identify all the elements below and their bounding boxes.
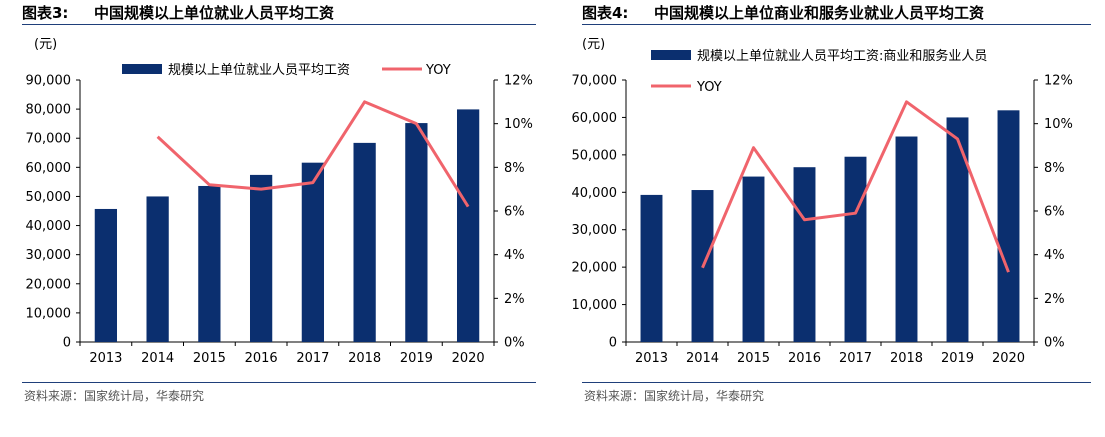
left-tick-label: 40,000 [572,186,618,201]
right-tick-label: 0% [504,336,525,351]
left-tick-label: 30,000 [572,223,618,238]
right-tick-label: 6% [504,205,525,220]
top-divider [582,24,1091,25]
right-tick-label: 2% [504,292,525,307]
chart-panel-right: 图表4: 中国规模以上单位商业和服务业就业人员平均工资 (元) 0 10,000 20,… [560,0,1105,437]
bar [249,174,273,342]
left-tick-label: 40,000 [26,219,72,234]
bar [94,208,118,342]
source-note: 资料来源：国家统计局，华泰研究 [584,389,765,403]
figure-label: 图表4: [582,4,629,22]
legend-label: YOY [696,80,722,95]
x-tick-label: 2019 [941,351,974,366]
left-tick-label: 60,000 [572,111,618,126]
bottom-divider [22,382,536,383]
left-tick-label: 10,000 [572,298,618,313]
left-tick-label: 30,000 [26,248,72,263]
left-tick-label: 50,000 [572,148,618,163]
bottom-divider [582,382,1091,383]
left-tick-label: 70,000 [26,132,72,147]
chart-panel-left: 图表3: 中国规模以上单位就业人员平均工资 (元) 0 10,000 20,000 30,… [0,0,550,437]
bar [301,162,325,342]
figure-title-text: 中国规模以上单位商业和服务业就业人员平均工资 [654,4,985,22]
unit-label: (元) [582,37,605,52]
legend-label: YOY [425,63,451,78]
left-tick-label: 90,000 [26,74,72,89]
bar [456,109,480,342]
bar [742,176,765,342]
yoy-line [156,100,470,208]
right-tick-label: 10% [1044,117,1073,132]
bar [946,117,969,342]
left-tick-label: 80,000 [26,103,72,118]
right-tick-label: 12% [1044,74,1073,89]
legend-label: 规模以上单位就业人员平均工资 [168,63,350,78]
left-tick-label: 10,000 [26,306,72,321]
left-tick-label: 50,000 [26,190,72,205]
figure-title-text: 中国规模以上单位就业人员平均工资 [94,4,335,22]
right-tick-label: 12% [504,74,533,89]
source-note: 资料来源：国家统计局，华泰研究 [24,389,205,403]
right-tick-label: 8% [504,161,525,176]
bar [146,196,169,342]
bar [640,194,663,342]
bar [793,167,816,342]
x-tick-label: 2015 [193,351,226,366]
bar [353,142,376,342]
right-tick-label: 2% [1044,292,1065,307]
x-tick-label: 2018 [890,351,923,366]
right-tick-label: 0% [1044,336,1065,351]
x-tick-label: 2014 [141,351,174,366]
x-tick-label: 2018 [348,351,381,366]
bar [198,185,221,342]
x-tick-label: 2017 [839,351,872,366]
x-tick-label: 2017 [296,351,329,366]
right-tick-label: 4% [1044,248,1065,263]
figure-title: 图表3: 中国规模以上单位就业人员平均工资 [22,2,334,23]
left-tick-label: 0 [609,336,617,351]
unit-label: (元) [34,37,57,52]
legend-label: 规模以上单位就业人员平均工资:商业和服务业人员 [697,48,987,64]
yoy-line [701,100,1010,273]
x-tick-label: 2013 [89,351,122,366]
x-tick-label: 2014 [686,351,719,366]
right-tick-label: 4% [504,248,525,263]
left-tick-label: 20,000 [26,277,72,292]
x-tick-label: 2019 [400,351,433,366]
left-tick-label: 60,000 [26,161,72,176]
figure-title: 图表4: 中国规模以上单位商业和服务业就业人员平均工资 [582,2,984,23]
legend-bar-swatch [122,64,162,74]
left-tick-label: 20,000 [572,261,618,276]
x-tick-label: 2016 [788,351,821,366]
chart-left: (元) 0 10,000 20,000 30,000 40,000 50,000 60,000… [26,37,533,366]
top-divider [22,24,536,25]
left-tick-label: 0 [63,336,71,351]
left-tick-label: 70,000 [572,74,618,89]
bar [895,136,918,342]
right-tick-label: 6% [1044,205,1065,220]
bar [844,156,867,342]
right-tick-label: 8% [1044,161,1065,176]
x-tick-label: 2013 [635,351,668,366]
bar [997,110,1020,343]
x-tick-label: 2020 [992,351,1025,366]
x-tick-label: 2016 [245,351,278,366]
chart-right: (元) 0 10,000 20,000 30,000 40,000 50,000 60,000… [572,37,1073,366]
right-tick-label: 10% [504,117,533,132]
x-tick-label: 2020 [452,351,485,366]
figure-label: 图表3: [22,4,69,22]
x-tick-label: 2015 [737,351,770,366]
bar [405,123,428,342]
legend-bar-swatch [651,50,691,60]
